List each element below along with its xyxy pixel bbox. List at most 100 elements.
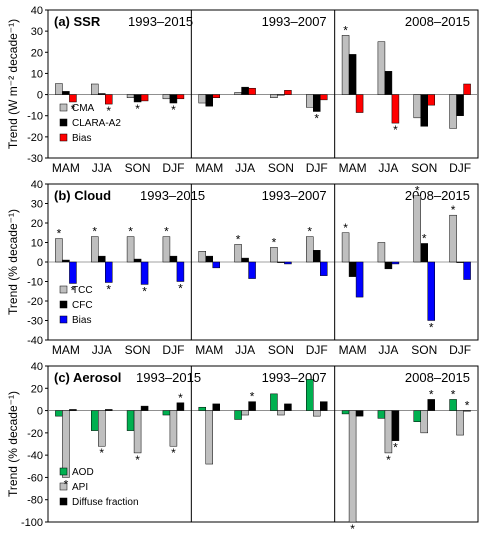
bar-0-0-2-0 — [126, 94, 135, 98]
panel-1-category-label: DJF — [306, 343, 328, 357]
panel-2-ytick-label: 40 — [31, 361, 43, 373]
bar-0-0-3-2 — [176, 94, 185, 100]
panel-0-significance-marker: * — [343, 23, 348, 37]
bar-2-2-0-0 — [341, 410, 350, 415]
panel-2-ytick-label: -60 — [27, 472, 43, 484]
panel-1-significance-marker: * — [142, 284, 147, 298]
bar-1-1-3-0 — [306, 236, 314, 263]
panel-0-category-label: MAM — [52, 161, 80, 175]
panel-2-legend-label: API — [72, 482, 88, 493]
bar-1-1-2-2 — [284, 261, 292, 265]
panel-2-significance-marker: * — [99, 446, 104, 460]
bar-1-1-3-2 — [320, 261, 328, 276]
bar-2-2-3-2 — [463, 410, 471, 412]
panel-2-significance-marker: * — [135, 453, 140, 467]
panel-1-significance-marker: * — [106, 282, 111, 296]
panel-1-category-label: SON — [125, 343, 151, 357]
bar-0-1-1-2 — [248, 87, 256, 95]
bar-0-1-2-0 — [270, 94, 278, 98]
bar-1-2-0-1 — [348, 261, 357, 277]
panel-0-category-label: DJF — [162, 161, 184, 175]
bar-2-2-3-1 — [456, 410, 464, 436]
bar-0-0-1-2 — [105, 94, 113, 105]
bar-2-1-0-2 — [212, 403, 220, 411]
panel-1-category-label: SON — [411, 343, 437, 357]
panel-1-ytick-label: -40 — [27, 335, 43, 347]
panel-1-legend-swatch — [59, 315, 68, 324]
panel-2-ytick-label: -20 — [27, 428, 43, 440]
panel-2-period-label: 1993–2015 — [136, 370, 201, 385]
bar-1-0-3-1 — [169, 255, 178, 263]
panel-2-legend-label: AOD — [72, 467, 94, 478]
bar-1-2-3-1 — [456, 261, 464, 263]
bar-0-1-1-1 — [241, 86, 249, 95]
bar-2-1-1-2 — [248, 401, 256, 411]
panel-2-legend-swatch — [59, 497, 68, 506]
panel-1-significance-marker: * — [92, 225, 97, 239]
panel-0-category-label: JJA — [92, 161, 112, 175]
bar-1-2-2-0 — [413, 195, 421, 263]
bar-2-0-0-2 — [69, 409, 77, 411]
panel-1-ytick-label: 20 — [31, 218, 43, 230]
panel-1-ytick-label: -10 — [27, 277, 43, 289]
panel-0-title: (a) SSR — [54, 14, 101, 29]
bar-1-2-1-1 — [384, 261, 393, 270]
bar-1-0-0-2 — [69, 261, 77, 284]
bar-0-2-2-0 — [413, 94, 421, 119]
bar-2-0-1-1 — [98, 410, 106, 447]
panel-0-category-label: MAM — [339, 161, 367, 175]
bar-2-2-1-0 — [377, 410, 386, 419]
bar-2-2-2-1 — [420, 410, 428, 434]
panel-2-frame — [47, 365, 479, 523]
panel-1-category-label: JJA — [235, 343, 255, 357]
bar-0-0-0-0 — [55, 83, 63, 95]
panel-1-ytick-label: 10 — [31, 238, 43, 250]
bar-1-0-0-1 — [62, 259, 70, 263]
bar-1-2-1-0 — [377, 242, 386, 263]
bar-0-2-0-2 — [355, 94, 364, 113]
panel-2-significance-marker: * — [429, 387, 434, 401]
panel-0-category-label: SON — [268, 161, 294, 175]
panel-1-category-label: DJF — [162, 343, 184, 357]
panel-2-significance-marker: * — [386, 453, 391, 467]
panel-0-category-label: JJA — [235, 161, 255, 175]
bar-2-0-1-2 — [105, 409, 113, 411]
panel-0-category-label: SON — [411, 161, 437, 175]
bar-1-1-1-1 — [241, 257, 249, 263]
bar-0-1-3-2 — [320, 94, 328, 101]
panel-0-legend-swatch — [59, 103, 68, 112]
panel-1-category-label: JJA — [92, 343, 112, 357]
bar-1-0-2-0 — [126, 236, 135, 263]
bar-0-1-3-1 — [313, 94, 321, 112]
panel-0-period-label: 1993–2015 — [128, 14, 193, 29]
panel-1-category-label: JJA — [378, 343, 398, 357]
bar-0-0-1-0 — [91, 83, 99, 95]
panel-0-ylabel: Trend (W m⁻² decade⁻¹) — [6, 19, 20, 149]
panel-0-category-label: SON — [125, 161, 151, 175]
panel-1-legend-swatch — [59, 300, 68, 309]
panel-1-ytick-label: 0 — [37, 257, 43, 269]
bar-1-1-0-1 — [205, 255, 213, 263]
panel-0-significance-marker: * — [393, 123, 398, 137]
bar-2-2-0-1 — [348, 410, 357, 523]
bar-1-0-1-1 — [98, 255, 106, 263]
bar-0-2-2-1 — [420, 94, 428, 127]
bar-0-0-2-2 — [140, 94, 149, 102]
bar-2-1-1-0 — [234, 410, 242, 420]
bar-0-0-1-1 — [98, 93, 106, 95]
panel-1-category-label: MAM — [195, 343, 223, 357]
bar-2-1-0-0 — [198, 406, 206, 411]
bar-0-2-0-0 — [341, 35, 350, 95]
panel-1-significance-marker: * — [236, 232, 241, 246]
panel-1-significance-marker: * — [307, 225, 312, 239]
panel-1-period-label: 1993–2007 — [262, 188, 327, 203]
bar-1-1-2-1 — [277, 261, 285, 263]
panel-1-significance-marker: * — [343, 221, 348, 235]
bar-0-2-3-2 — [463, 83, 471, 95]
bar-1-2-0-0 — [341, 232, 350, 263]
bar-2-2-1-1 — [384, 410, 393, 454]
bar-0-1-2-2 — [284, 90, 292, 95]
panel-2-significance-marker: * — [393, 441, 398, 455]
panel-2-significance-marker: * — [250, 390, 255, 404]
bar-2-1-3-0 — [306, 379, 314, 411]
